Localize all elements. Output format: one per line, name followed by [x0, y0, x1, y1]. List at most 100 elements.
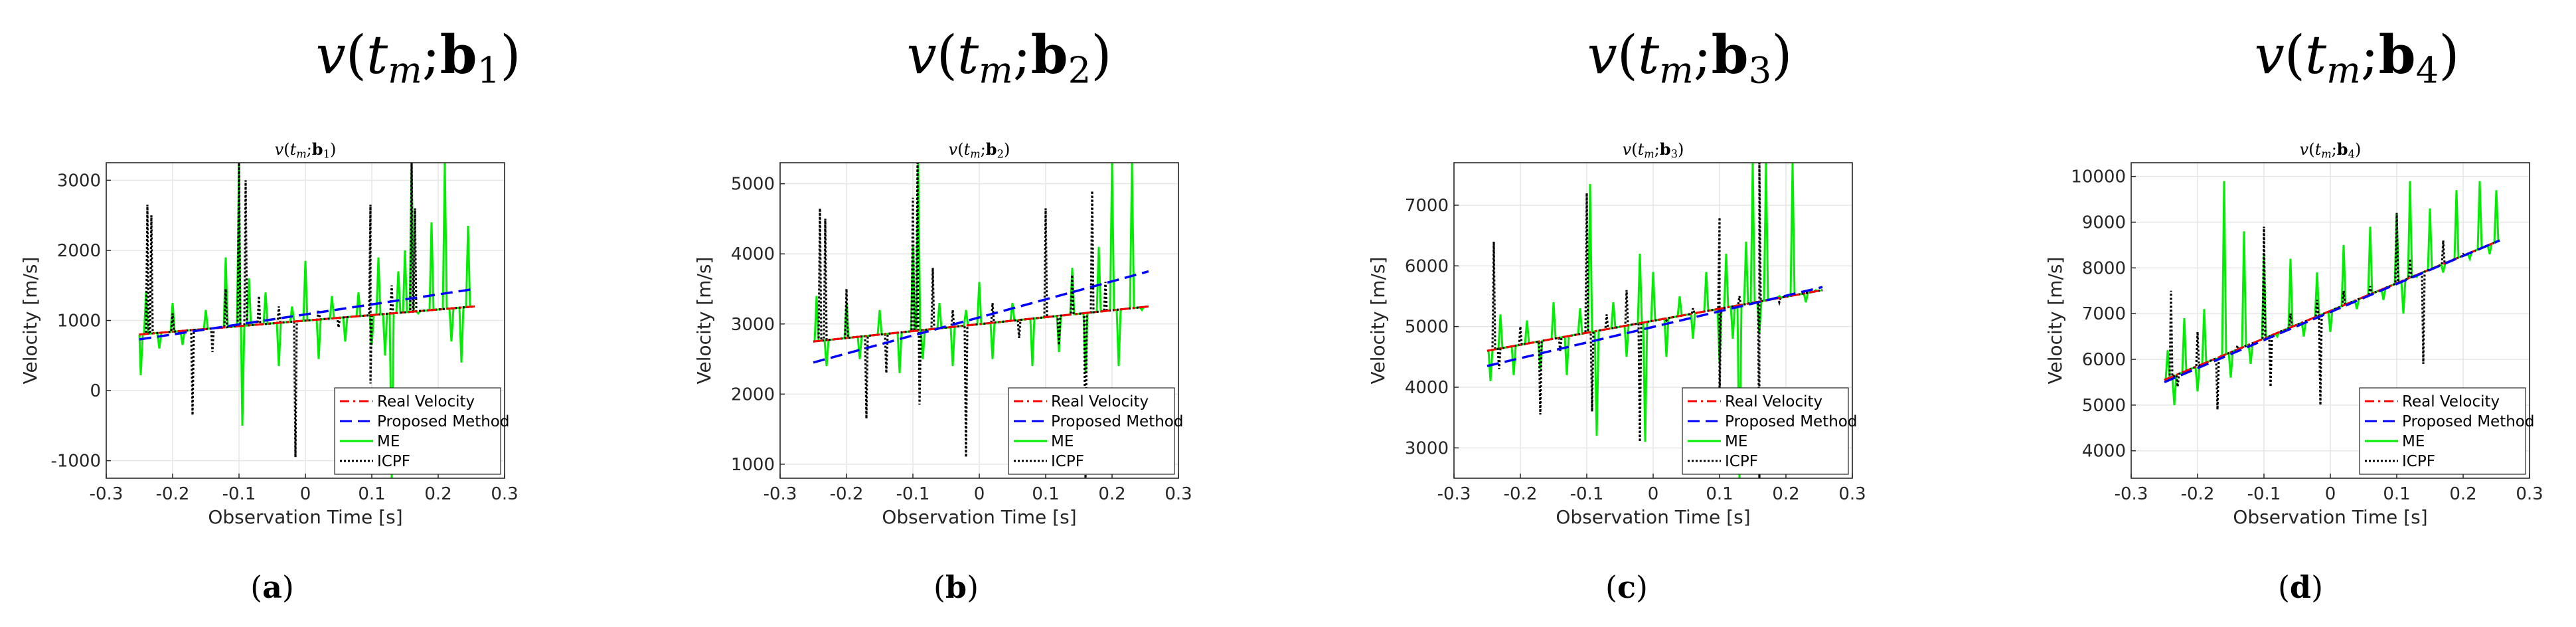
series-icpf-line — [2164, 213, 2500, 410]
legend: Real Velocity Proposed Method ME ICPF — [1682, 387, 1857, 475]
legend-entry: Real Velocity — [2402, 393, 2500, 410]
legend-entry: ME — [1725, 433, 1747, 450]
x-tick-label: -0.2 — [156, 484, 190, 504]
x-tick-label: 0.2 — [2449, 484, 2476, 504]
x-tick-label: -0.3 — [1437, 484, 1471, 504]
y-tick-label: 6000 — [1405, 256, 1449, 276]
x-tick-label: 0.3 — [1838, 484, 1866, 504]
y-tick-label: 1000 — [731, 455, 775, 475]
legend-entry: ICPF — [1725, 453, 1758, 470]
panel-heading: v(tm;b4) — [2255, 23, 2460, 91]
legend-entry: Proposed Method — [2402, 413, 2534, 430]
x-tick-label: 0.1 — [358, 484, 385, 504]
legend-entry: Real Velocity — [1725, 393, 1822, 410]
x-axis-label: Observation Time [s] — [1556, 506, 1750, 528]
y-tick-label: 4000 — [2082, 442, 2126, 462]
y-axis-label: Velocity [m/s] — [1367, 257, 1389, 385]
y-tick-label: 1000 — [57, 312, 101, 331]
chart-panel-a: v(tm;b1) v(tm;b1) -0.3 -0.2 -0.1 0 0.1 0.2 0.3 -1… — [19, 23, 521, 605]
series-icpf-line — [1487, 163, 1823, 478]
y-tick-label: 4000 — [1405, 378, 1449, 398]
legend: Real Velocity Proposed Method ME ICPF — [2359, 387, 2534, 475]
y-tick-label: 3000 — [1405, 438, 1449, 458]
series-real-velocity-line — [139, 305, 475, 336]
legend-entry: ICPF — [1051, 453, 1084, 470]
x-tick-label: -0.2 — [2181, 484, 2215, 504]
x-axis-label: Observation Time [s] — [2233, 506, 2427, 528]
legend-box — [1008, 387, 1175, 475]
y-tick-label: 5000 — [731, 175, 775, 195]
y-tick-label: 2000 — [57, 241, 101, 261]
chart-title: v(tm;b4) — [2300, 139, 2362, 160]
y-tick-label: 7000 — [2082, 304, 2126, 324]
x-tick-label: -0.1 — [222, 484, 256, 504]
panel-caption: (d) — [2278, 569, 2323, 605]
x-tick-label: 0 — [1648, 484, 1659, 504]
y-tick-label: 10000 — [2071, 167, 2126, 187]
x-tick-label: 0.3 — [1165, 484, 1192, 504]
panel-heading: v(tm;b3) — [1587, 23, 1793, 91]
chart-panel-d: v(tm;b4) v(tm;b4) -0.3 -0.2 -0.1 0 0.1 0.2 0.3 40… — [2044, 23, 2543, 605]
y-tick-label: 9000 — [2082, 213, 2126, 232]
legend-entry: ICPF — [2402, 453, 2435, 470]
y-tick-label: 0 — [90, 381, 101, 401]
series-layer — [138, 163, 475, 478]
x-tick-label: 0.1 — [2383, 484, 2410, 504]
y-tick-label: 2000 — [731, 385, 775, 404]
chart-title: v(tm;b1) — [275, 139, 337, 160]
series-proposed-method-line — [813, 270, 1149, 364]
x-axis-label: Observation Time [s] — [882, 506, 1076, 528]
series-layer — [813, 163, 1149, 478]
panel-caption: (a) — [250, 569, 294, 605]
x-axis-label: Observation Time [s] — [208, 506, 402, 528]
y-tick-label: 3000 — [57, 171, 101, 191]
legend: Real Velocity Proposed Method ME ICPF — [334, 387, 509, 475]
y-tick-label: 7000 — [1405, 196, 1449, 216]
x-tick-label: -0.2 — [1504, 484, 1538, 504]
y-axis-label: Velocity [m/s] — [693, 257, 715, 385]
x-tick-label: -0.1 — [2247, 484, 2281, 504]
x-tick-label: 0.2 — [1098, 484, 1125, 504]
x-tick-label: 0.3 — [2516, 484, 2543, 504]
y-tick-label: 3000 — [731, 315, 775, 335]
x-tick-label: -0.3 — [764, 484, 797, 504]
y-tick-label: 5000 — [1405, 317, 1449, 337]
legend-box — [2359, 387, 2526, 475]
chart-panel-b: v(tm;b2) v(tm;b2) -0.3 -0.2 -0.1 0 0.1 0.2 0.3 10… — [693, 23, 1192, 605]
panel-heading: v(tm;b1) — [316, 23, 521, 91]
x-tick-label: 0 — [300, 484, 311, 504]
series-proposed-method-line — [139, 288, 475, 341]
legend-entry: Real Velocity — [1051, 393, 1149, 410]
series-proposed-method-line — [1487, 286, 1823, 367]
y-tick-label: -1000 — [50, 452, 101, 472]
y-tick-label: 4000 — [731, 244, 775, 264]
x-tick-label: 0.2 — [1772, 484, 1799, 504]
x-tick-label: 0 — [2325, 484, 2336, 504]
legend-entry: ME — [377, 433, 400, 450]
series-proposed-method-line — [2164, 239, 2500, 384]
y-axis-label: Velocity [m/s] — [19, 257, 41, 385]
legend-entry: Proposed Method — [1725, 413, 1857, 430]
x-tick-label: -0.1 — [1570, 484, 1604, 504]
x-tick-label: 0 — [974, 484, 985, 504]
legend-entry: Real Velocity — [377, 393, 475, 410]
x-tick-label: 0.2 — [424, 484, 451, 504]
legend-entry: ME — [1051, 433, 1074, 450]
x-tick-label: -0.3 — [90, 484, 123, 504]
legend-entry: Proposed Method — [377, 413, 509, 430]
chart-title: v(tm;b2) — [949, 139, 1010, 160]
legend: Real Velocity Proposed Method ME ICPF — [1008, 387, 1183, 475]
x-tick-label: -0.3 — [2115, 484, 2148, 504]
series-real-velocity-line — [813, 305, 1149, 343]
x-tick-label: -0.1 — [896, 484, 930, 504]
panel-caption: (c) — [1605, 569, 1648, 605]
legend-box — [334, 387, 501, 475]
panel-heading: v(tm;b2) — [907, 23, 1112, 91]
legend-entry: Proposed Method — [1051, 413, 1183, 430]
x-tick-label: 0.3 — [491, 484, 518, 504]
x-tick-label: -0.2 — [830, 484, 864, 504]
chart-panel-c: v(tm;b3) v(tm;b3) -0.3 -0.2 -0.1 0 0.1 0.2 0.3 30… — [1367, 23, 1866, 605]
legend-entry: ICPF — [377, 453, 410, 470]
legend-box — [1682, 387, 1849, 475]
